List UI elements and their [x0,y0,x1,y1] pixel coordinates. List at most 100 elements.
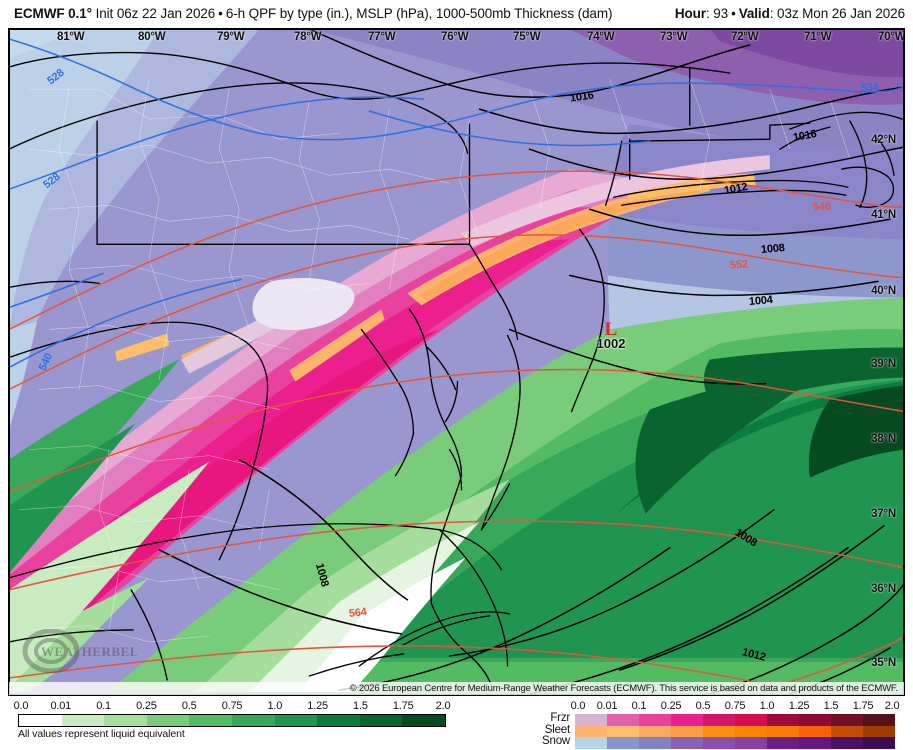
hour-label: Hour [674,6,706,21]
valid-colon: : [769,6,774,21]
ptype-tick-8: 1.5 [823,700,839,712]
rain-swatch-8[interactable] [359,715,403,726]
valid-value: 03z Mon 26 Jan 2026 [777,6,905,21]
rain-colorbar-note: All values represent liquid equivalent [18,728,185,740]
ptype-snow-swatch-9[interactable] [863,737,895,749]
ptype-tick-6: 1.0 [759,700,775,712]
fill-snow-band-east [607,214,904,298]
rain-colorbar-ticks: 0.0 0.01 0.1 0.25 0.5 0.75 1.0 1.25 1.5 1.75 2.0 [14,700,451,714]
ptype-snow-swatch-5[interactable] [735,737,767,749]
fill-rain-core-band [635,365,840,514]
fill-rain-verylight-nc [249,521,480,692]
ptype-sleet-swatch-7[interactable] [799,725,831,737]
ptype-frzr-swatch-4[interactable] [703,714,735,726]
ptype-frzr-swatch-0[interactable] [575,714,607,726]
thickness-warm-contours [9,170,904,689]
init-time: Init 06z 22 Jan 2026 [95,6,216,21]
ptype-frzr-swatch-2[interactable] [639,714,671,726]
ptype-sleet-swatch-2[interactable] [639,725,671,737]
fill-sleet-patch-far-west [115,333,170,362]
ptype-tick-10: 2.0 [884,700,900,712]
ptype-frzr-swatch-8[interactable] [831,714,863,726]
rain-swatch-7[interactable] [317,715,360,726]
rain-tick-6: 1.0 [267,700,283,712]
rain-swatch-2[interactable] [104,715,147,726]
product-description: 6-h QPF by type (in.), MSLP (hPa), 1000-… [225,6,613,21]
rain-tick-3: 0.25 [136,700,157,712]
rain-tick-8: 1.5 [353,700,368,712]
ptype-snow-swatch-2[interactable] [639,737,671,749]
political-borders [9,51,903,687]
ptype-sleet-swatch-4[interactable] [703,725,735,737]
county-lines [18,78,851,643]
ptype-snow-swatch-6[interactable] [767,737,799,749]
ptype-colorbar[interactable]: 0.0 0.01 0.1 0.25 0.5 0.75 1.0 1.25 1.5 1.75 2.0 [571,700,900,749]
fill-rain-sw-heavy [9,423,136,574]
ptype-label-snow: Snow [542,735,570,747]
ptype-frzr-swatch-6[interactable] [767,714,799,726]
ptype-frzr-swatch-5[interactable] [735,714,767,726]
ptype-frzr-swatch-3[interactable] [671,714,703,726]
ptype-snow-swatch-0[interactable] [575,737,607,749]
degree-symbol: ° [86,6,92,21]
ptype-tick-7: 1.25 [788,700,810,712]
ptype-frzr-swatch-1[interactable] [607,714,639,726]
ptype-bar-frzr[interactable] [575,714,895,726]
fill-clear-pocket-pa [252,277,355,331]
ptype-snow-swatch-1[interactable] [607,737,639,749]
ptype-sleet-swatch-5[interactable] [735,725,767,737]
ptype-sleet-swatch-9[interactable] [863,725,895,737]
rain-swatch-3[interactable] [146,715,190,726]
ptype-tick-4: 0.5 [695,700,711,712]
fill-rain-sw-strong [9,359,180,568]
map-canvas [9,29,904,695]
ptype-tick-5: 0.75 [724,700,746,712]
ptype-snow-swatch-3[interactable] [671,737,703,749]
fill-rain-darkest [808,385,904,478]
fill-rain-light-sw [9,577,150,692]
ptype-snow-swatch-7[interactable] [799,737,831,749]
fill-snow-lighter-nw [9,29,160,335]
model-name: ECMWF 0.1 [14,6,87,21]
ptype-sleet-swatch-6[interactable] [767,725,799,737]
rain-swatch-1[interactable] [61,715,105,726]
ptype-sleet-swatch-8[interactable] [831,725,863,737]
rain-tick-9: 1.75 [392,700,414,712]
rain-swatch-6[interactable] [274,715,318,726]
ptype-colorbar-ticks: 0.0 0.01 0.1 0.25 0.5 0.75 1.0 1.25 1.5 1.75 2.0 [571,700,900,714]
ptype-frzr-swatch-7[interactable] [799,714,831,726]
valid-label: Valid [738,6,770,21]
ptype-tick-1: 0.01 [596,700,618,712]
ptype-bar-snow[interactable] [575,737,895,749]
rain-colorbar[interactable]: 0.0 0.01 0.1 0.25 0.5 0.75 1.0 1.25 1.5 1.75 2.0 A… [14,700,451,740]
mslp-contours [158,29,904,695]
rain-swatch-4[interactable] [189,715,232,726]
ptype-sleet-swatch-3[interactable] [671,725,703,737]
fill-sleet-patch-central [289,309,385,382]
rain-tick-2: 0.1 [96,700,111,712]
ptype-colorbar-rows[interactable] [575,714,895,749]
ptype-bar-sleet[interactable] [575,725,895,737]
ptype-snow-swatch-4[interactable] [703,737,735,749]
rain-swatch-9[interactable] [402,715,445,726]
ptype-tick-0: 0.0 [570,700,586,712]
rain-colorbar-swatches[interactable] [18,714,446,727]
ptype-sleet-swatch-0[interactable] [575,725,607,737]
ptype-sleet-swatch-1[interactable] [607,725,639,737]
ptype-frzr-swatch-9[interactable] [863,714,895,726]
rain-swatch-0[interactable] [19,715,62,726]
fill-sleet-patch-li [624,173,756,202]
rain-swatch-5[interactable] [231,715,275,726]
rain-tick-0: 0.0 [13,700,29,712]
header-title-left: ECMWF 0.1° Init 06z 22 Jan 2026 • 6-h QPF … [14,6,612,21]
fill-rain-verylight-sw [9,461,210,682]
hour-colon: : [705,6,710,21]
ptype-tick-3: 0.25 [660,700,682,712]
fill-rain-zero-nc [297,557,466,692]
map-viewport[interactable]: 81°W 80°W 79°W 78°W 77°W 76°W 75°W 74°W 73°W 72°W… [8,28,905,696]
fill-sleet-band-core [419,185,700,302]
ptype-tick-2: 0.1 [631,700,647,712]
ptype-snow-swatch-8[interactable] [831,737,863,749]
bullet-separator-1: • [218,6,223,21]
